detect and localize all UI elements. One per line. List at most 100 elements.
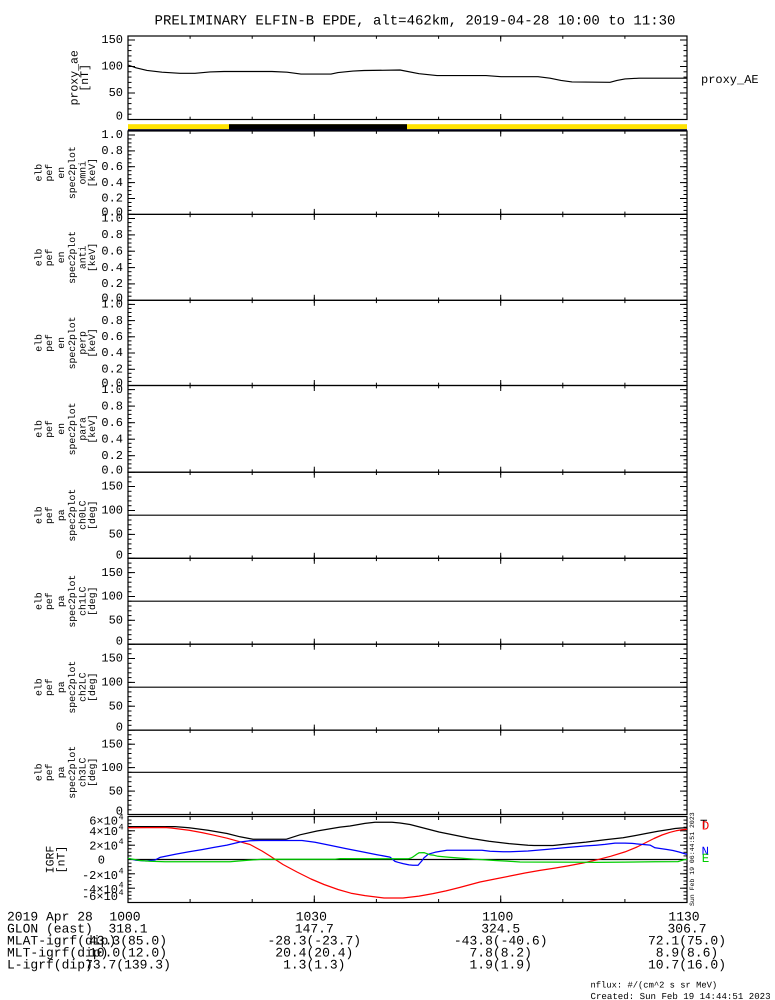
svg-text:spec2plot: spec2plot: [67, 146, 78, 199]
svg-text:0: 0: [116, 805, 123, 819]
svg-text:0: 0: [116, 110, 123, 124]
svg-text:spec2plot: spec2plot: [67, 316, 78, 369]
svg-text:-4×10: -4×10: [82, 883, 118, 897]
svg-text:0.8: 0.8: [101, 228, 123, 242]
svg-text:elb: elb: [34, 248, 45, 266]
svg-text:1130: 1130: [668, 909, 699, 924]
svg-text:PRELIMINARY ELFIN-B EPDE, alt=: PRELIMINARY ELFIN-B EPDE, alt=462km, 201…: [155, 14, 676, 30]
svg-text:ch0LC: ch0LC: [78, 500, 89, 530]
svg-text:1.0: 1.0: [101, 383, 123, 397]
svg-text:pef: pef: [44, 334, 55, 352]
svg-text:50: 50: [109, 614, 123, 628]
svg-text:6×10: 6×10: [89, 815, 118, 829]
svg-text:100: 100: [101, 60, 123, 74]
svg-text:150: 150: [101, 566, 123, 580]
svg-text:pa: pa: [56, 595, 67, 607]
svg-text:perp: perp: [78, 331, 89, 355]
svg-text:100: 100: [101, 761, 123, 775]
svg-text:4×10: 4×10: [89, 825, 118, 839]
svg-text:50: 50: [109, 784, 123, 798]
svg-text:[nT]: [nT]: [56, 846, 69, 874]
svg-text:elb: elb: [34, 164, 45, 182]
svg-text:IGRF: IGRF: [45, 846, 58, 874]
svg-text:elb: elb: [34, 592, 45, 610]
svg-text:2×10: 2×10: [89, 839, 118, 853]
svg-text:spec2plot: spec2plot: [67, 231, 78, 284]
svg-text:0.6: 0.6: [101, 160, 123, 174]
svg-text:en: en: [56, 251, 67, 263]
svg-text:8.9(8.6): 8.9(8.6): [656, 945, 718, 960]
svg-text:-2×10: -2×10: [82, 869, 118, 883]
svg-text:pef: pef: [44, 164, 55, 182]
svg-text:elb: elb: [34, 506, 45, 524]
svg-text:1.9(1.9): 1.9(1.9): [469, 957, 531, 972]
svg-text:spec2plot: spec2plot: [67, 402, 78, 455]
svg-text:spec2plot: spec2plot: [67, 661, 78, 714]
svg-text:[keV]: [keV]: [87, 414, 98, 443]
svg-text:ch1LC: ch1LC: [78, 586, 89, 616]
svg-text:4: 4: [119, 881, 124, 891]
svg-text:pef: pef: [44, 592, 55, 610]
svg-text:50: 50: [109, 86, 123, 100]
svg-text:324.5: 324.5: [481, 921, 520, 936]
svg-text:43.3(85.0): 43.3(85.0): [89, 933, 167, 948]
svg-text:0: 0: [116, 549, 123, 563]
svg-text:0: 0: [116, 634, 123, 648]
svg-text:pa: pa: [56, 766, 67, 778]
svg-text:0.6: 0.6: [101, 416, 123, 430]
svg-text:GLON (east): GLON (east): [7, 921, 93, 936]
svg-text:100: 100: [101, 590, 123, 604]
svg-text:0.4: 0.4: [101, 346, 123, 360]
svg-text:306.7: 306.7: [667, 921, 706, 936]
svg-text:10.7(16.0): 10.7(16.0): [648, 957, 726, 972]
svg-text:4: 4: [119, 888, 124, 898]
svg-text:ch2LC: ch2LC: [78, 672, 89, 702]
svg-text:10.0(12.0): 10.0(12.0): [89, 945, 167, 960]
svg-text:0.2: 0.2: [101, 449, 123, 463]
svg-text:1030: 1030: [296, 909, 327, 924]
svg-text:4: 4: [119, 823, 124, 833]
svg-text:1.0: 1.0: [101, 298, 123, 312]
svg-text:100: 100: [101, 676, 123, 690]
svg-text:1.3(1.3): 1.3(1.3): [283, 957, 345, 972]
svg-text:D: D: [702, 819, 710, 833]
svg-text:en: en: [56, 423, 67, 435]
svg-text:0.2: 0.2: [101, 363, 123, 377]
svg-text:Created: Sun Feb 19 14:44:51 2: Created: Sun Feb 19 14:44:51 2023: [591, 991, 771, 1000]
svg-text:elb: elb: [34, 763, 45, 781]
svg-text:pef: pef: [44, 506, 55, 524]
svg-text:pef: pef: [44, 420, 55, 438]
svg-text:proxy_ae: proxy_ae: [69, 50, 82, 105]
svg-text:0: 0: [116, 720, 123, 734]
svg-text:N: N: [702, 845, 710, 859]
svg-text:T: T: [700, 818, 708, 832]
svg-text:0.2: 0.2: [101, 192, 123, 206]
svg-text:73.7(139.3): 73.7(139.3): [85, 957, 171, 972]
svg-text:-43.8(-40.6): -43.8(-40.6): [454, 933, 548, 948]
svg-text:MLAT-igrf(dip): MLAT-igrf(dip): [7, 933, 116, 948]
svg-text:E: E: [702, 852, 710, 866]
svg-text:[keV]: [keV]: [87, 243, 98, 272]
svg-text:0.0: 0.0: [101, 206, 123, 220]
svg-text:0.0: 0.0: [101, 377, 123, 391]
svg-text:[keV]: [keV]: [87, 158, 98, 187]
svg-text:proxy_AE: proxy_AE: [701, 73, 759, 87]
svg-text:spec2plot: spec2plot: [67, 746, 78, 799]
svg-text:4: 4: [119, 867, 124, 877]
svg-text:50: 50: [109, 528, 123, 542]
svg-text:MLT-igrf(dip): MLT-igrf(dip): [7, 945, 108, 960]
svg-text:spec2plot: spec2plot: [67, 489, 78, 542]
svg-text:pa: pa: [56, 509, 67, 521]
svg-text:0: 0: [98, 854, 105, 868]
svg-text:[deg]: [deg]: [87, 586, 98, 615]
svg-text:elb: elb: [34, 420, 45, 438]
svg-text:20.4(20.4): 20.4(20.4): [275, 945, 353, 960]
svg-text:100: 100: [101, 504, 123, 518]
svg-text:anti: anti: [78, 246, 89, 270]
svg-text:1.0: 1.0: [101, 128, 123, 142]
svg-text:spec2plot: spec2plot: [67, 575, 78, 628]
svg-text:0.6: 0.6: [101, 330, 123, 344]
svg-text:[deg]: [deg]: [87, 500, 98, 529]
svg-text:elb: elb: [34, 678, 45, 696]
svg-text:0.8: 0.8: [101, 399, 123, 413]
